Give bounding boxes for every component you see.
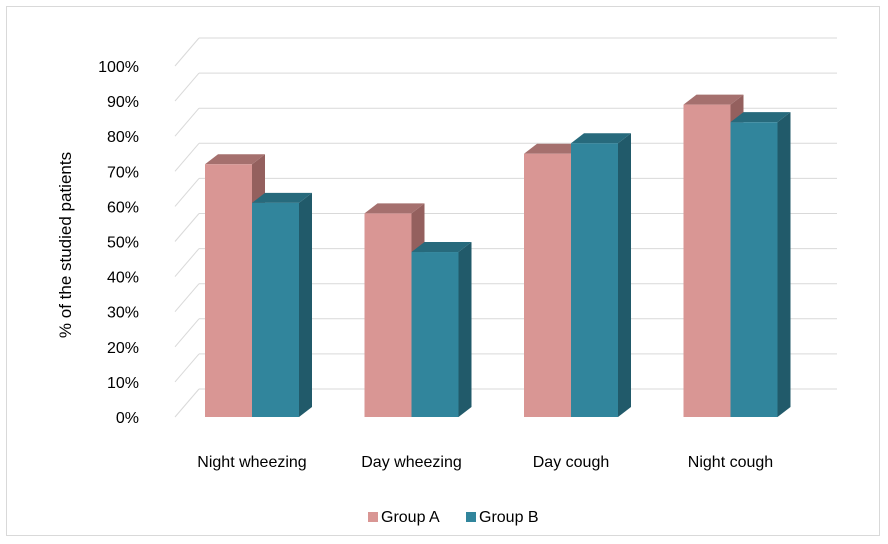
legend: Group A Group B — [368, 509, 539, 526]
bar-front — [205, 164, 252, 417]
bar-top — [730, 112, 791, 123]
bar-front — [730, 122, 778, 417]
bar-side — [777, 112, 791, 417]
gridline-diagonal — [174, 72, 200, 102]
bar-front — [252, 202, 299, 417]
legend-label: Group B — [479, 509, 539, 526]
bar-top — [524, 143, 584, 154]
y-tick-label: 50% — [107, 235, 139, 252]
y-tick-label: 0% — [116, 410, 139, 427]
bar-top — [683, 94, 744, 105]
y-axis-label: % of the studied patients — [56, 152, 75, 338]
gridline-diagonal — [174, 318, 200, 348]
bars — [205, 94, 791, 418]
bar-front — [524, 153, 571, 417]
bar-side — [618, 133, 631, 417]
gridline-diagonal — [174, 248, 200, 277]
bar-top — [252, 192, 312, 203]
y-tick-label: 60% — [107, 199, 139, 216]
bar-top — [364, 203, 425, 214]
y-tick-label: 80% — [107, 129, 139, 146]
gridline-diagonal — [174, 353, 200, 383]
gridline-diagonal — [174, 142, 200, 172]
bar-top — [205, 154, 265, 165]
y-tick-labels: 0% 10% 20% 30% 40% 50% 60% 70% 80% 90% 100% — [98, 59, 139, 427]
y-tick-label: 20% — [107, 340, 139, 357]
gridline-diagonal — [174, 37, 200, 67]
y-tick-label: 100% — [98, 59, 139, 76]
bar-front — [571, 143, 618, 417]
bar-side — [458, 242, 472, 417]
bar — [571, 133, 631, 417]
y-tick-label: 70% — [107, 164, 139, 181]
legend-label: Group A — [381, 509, 440, 526]
category-labels: Night wheezing Day wheezing Day cough Night… — [197, 454, 773, 471]
bar-front — [364, 213, 412, 417]
legend-swatch — [466, 512, 476, 522]
bar-top — [411, 242, 472, 253]
x-tick-label: Day wheezing — [361, 454, 462, 471]
y-tick-label: 10% — [107, 375, 139, 392]
x-tick-label: Night cough — [688, 454, 773, 471]
gridline-diagonal — [174, 283, 200, 313]
bar — [252, 192, 312, 417]
gridline-diagonal — [174, 388, 200, 418]
x-tick-label: Day cough — [533, 454, 610, 471]
legend-swatch — [368, 512, 378, 522]
bar — [411, 242, 472, 417]
gridline-diagonal — [174, 213, 200, 242]
y-tick-label: 40% — [107, 270, 139, 287]
bar-side — [299, 192, 312, 417]
bar — [730, 112, 791, 417]
y-tick-label: 30% — [107, 305, 139, 322]
bar-front — [683, 104, 731, 418]
gridline-diagonal — [174, 107, 200, 137]
bar-top — [571, 133, 631, 144]
gridline-diagonal — [174, 178, 200, 207]
y-tick-label: 90% — [107, 94, 139, 111]
x-tick-label: Night wheezing — [197, 454, 306, 471]
bar-front — [411, 252, 459, 417]
